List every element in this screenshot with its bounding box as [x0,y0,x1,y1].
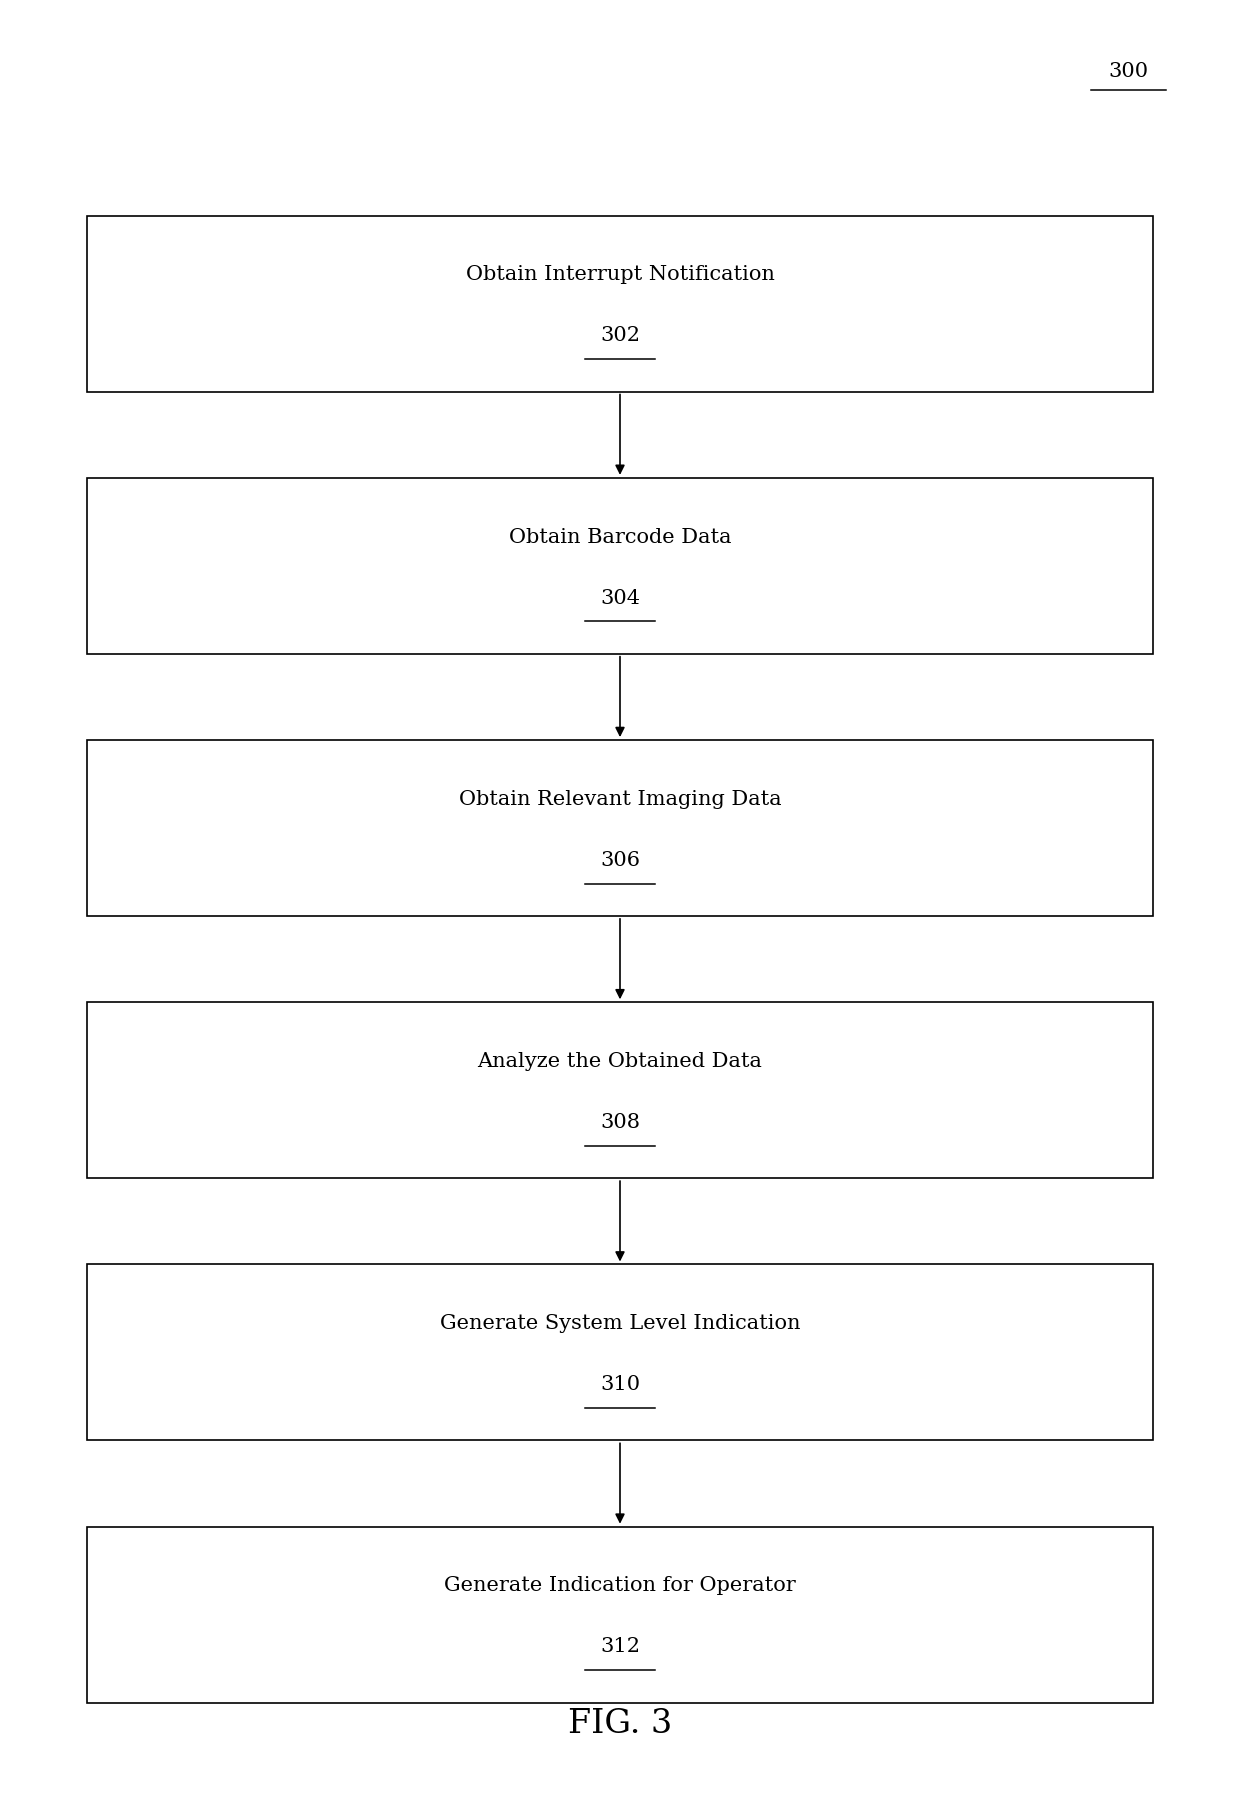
Text: Obtain Relevant Imaging Data: Obtain Relevant Imaging Data [459,790,781,808]
Text: Obtain Barcode Data: Obtain Barcode Data [508,528,732,546]
FancyBboxPatch shape [87,478,1153,654]
Text: 304: 304 [600,589,640,607]
FancyBboxPatch shape [87,1264,1153,1440]
Text: 310: 310 [600,1376,640,1394]
Text: Generate Indication for Operator: Generate Indication for Operator [444,1577,796,1595]
Text: FIG. 3: FIG. 3 [568,1708,672,1740]
Text: Analyze the Obtained Data: Analyze the Obtained Data [477,1052,763,1070]
Text: 308: 308 [600,1114,640,1131]
FancyBboxPatch shape [87,740,1153,916]
Text: 312: 312 [600,1638,640,1656]
FancyBboxPatch shape [87,216,1153,392]
Text: Generate System Level Indication: Generate System Level Indication [440,1315,800,1333]
Text: 306: 306 [600,851,640,869]
Text: 300: 300 [1109,63,1148,81]
Text: 302: 302 [600,327,640,345]
FancyBboxPatch shape [87,1002,1153,1178]
FancyBboxPatch shape [87,1527,1153,1703]
Text: Obtain Interrupt Notification: Obtain Interrupt Notification [465,266,775,284]
